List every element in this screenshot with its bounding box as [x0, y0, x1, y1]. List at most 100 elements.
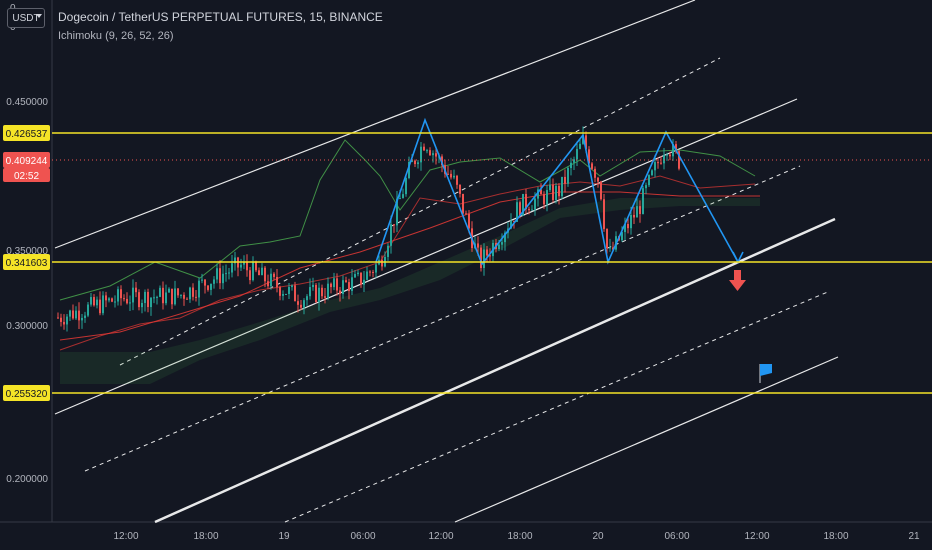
candle: [219, 268, 221, 284]
candle: [168, 288, 170, 293]
price-tag-label: 0.255320: [6, 389, 48, 400]
candle: [522, 193, 524, 216]
candle: [558, 185, 560, 197]
countdown-label: 02:52: [14, 171, 39, 182]
y-tick-label: 0.200000: [6, 474, 48, 485]
candle: [621, 232, 623, 241]
x-tick-label: 19: [278, 531, 290, 542]
candle: [294, 285, 296, 302]
candle: [627, 223, 629, 229]
candle: [63, 321, 65, 325]
candle: [207, 285, 209, 290]
candle: [87, 304, 89, 316]
candle: [297, 301, 299, 305]
candle: [108, 298, 110, 301]
candle: [420, 146, 422, 163]
candle: [675, 144, 677, 152]
candle: [636, 206, 638, 218]
candle: [609, 247, 611, 249]
candle: [480, 247, 482, 268]
candle: [327, 283, 329, 298]
candle: [603, 199, 605, 229]
candle: [228, 272, 230, 274]
candle: [78, 310, 80, 321]
candle: [666, 154, 668, 156]
candle: [111, 298, 113, 302]
candle: [246, 262, 248, 271]
candle: [630, 214, 632, 229]
price-tag-box: [3, 385, 50, 401]
x-tick-label: 20: [592, 531, 604, 542]
candle: [411, 160, 413, 162]
candle: [234, 257, 236, 264]
candle: [273, 273, 275, 277]
price-tag-label: 0.341603: [6, 258, 48, 269]
candle: [465, 213, 467, 215]
channel-line: [84, 165, 801, 472]
candle: [573, 159, 575, 163]
candle: [132, 287, 134, 303]
candle: [408, 161, 410, 179]
candle: [393, 224, 395, 226]
candle: [174, 288, 176, 305]
price-tag-box: [3, 125, 50, 141]
candle: [261, 267, 263, 276]
channel-line: [119, 57, 721, 366]
channel-line: [454, 356, 839, 523]
last-price-tag: 0.409244 02:52: [3, 152, 50, 182]
ichimoku-cloud: [60, 198, 760, 384]
candle: [459, 184, 461, 194]
candle: [441, 156, 443, 166]
candle: [114, 301, 116, 303]
candle: [258, 270, 260, 276]
arrow-down-icon: [729, 270, 746, 291]
candle: [549, 184, 551, 191]
candle: [243, 262, 245, 265]
level-price-tag: 0.426537: [3, 125, 50, 141]
candle: [525, 193, 527, 210]
candle: [483, 249, 485, 268]
x-tick-label: 06:00: [664, 531, 689, 542]
candle: [222, 273, 224, 284]
candle: [372, 272, 374, 274]
candle: [141, 302, 143, 308]
candle: [390, 224, 392, 246]
currency-selector[interactable]: USDT: [7, 8, 45, 28]
candle: [189, 287, 191, 300]
candle: [144, 291, 146, 303]
candle: [351, 277, 353, 291]
candle: [252, 262, 254, 281]
candle: [654, 162, 656, 171]
y-tick-label: 0.450000: [6, 97, 48, 108]
candle: [225, 273, 227, 275]
channel-line: [154, 217, 836, 524]
candle: [210, 283, 212, 290]
flag-cloth: [760, 364, 772, 376]
candle: [369, 271, 371, 273]
x-tick-label: 21: [908, 531, 920, 542]
candle: [669, 154, 671, 157]
candle: [555, 185, 557, 200]
candle: [504, 232, 506, 243]
candle: [396, 198, 398, 226]
candle: [540, 189, 542, 195]
candle: [201, 279, 203, 281]
candle: [663, 155, 665, 164]
candle: [303, 300, 305, 308]
candle: [279, 287, 281, 296]
x-tick-label: 18:00: [507, 531, 532, 542]
candle: [564, 176, 566, 184]
candle: [570, 162, 572, 169]
candle: [126, 298, 128, 304]
candle: [60, 317, 62, 322]
flag-icon: [759, 364, 772, 383]
indicator-title[interactable]: Ichimoku (9, 26, 52, 26): [58, 30, 174, 42]
candle: [180, 294, 182, 296]
candle: [513, 220, 515, 222]
candle: [612, 247, 614, 250]
candle: [291, 285, 293, 288]
candle: [159, 287, 161, 297]
candle: [81, 317, 83, 321]
candle: [519, 202, 521, 216]
